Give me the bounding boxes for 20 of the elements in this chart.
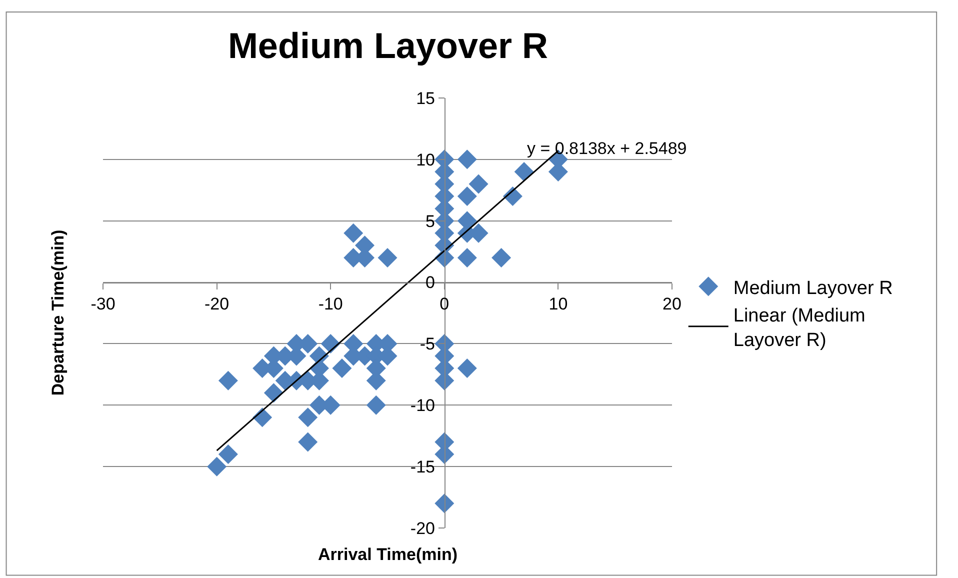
y-tick-label: 0	[426, 273, 435, 292]
x-axis-title: Arrival Time(min)	[318, 545, 458, 564]
x-tick-label: -30	[90, 294, 116, 314]
x-tick-label: -20	[204, 294, 230, 314]
legend-label: Medium Layover R	[733, 278, 893, 299]
y-tick-label: -20	[410, 518, 435, 538]
annotation: y = 0.8138x + 2.5489	[527, 139, 687, 158]
y-tick-label: -10	[410, 396, 435, 416]
y-tick-label: 10	[416, 150, 435, 170]
x-tick-label: 10	[548, 294, 568, 314]
y-tick-label: -15	[410, 458, 435, 477]
x-tick-label: -10	[318, 294, 343, 314]
x-tick-label: 20	[662, 294, 682, 314]
y-axis-title: Departure Time(min)	[48, 230, 68, 396]
legend-label: Linear (Medium Layover R)	[733, 305, 866, 352]
y-tick-label: 5	[426, 212, 435, 231]
y-tick-label: 15	[416, 88, 435, 108]
y-tick-label: -5	[420, 334, 435, 354]
chart-title: Medium Layover R	[228, 24, 548, 66]
x-tick-label: 0	[440, 294, 450, 314]
